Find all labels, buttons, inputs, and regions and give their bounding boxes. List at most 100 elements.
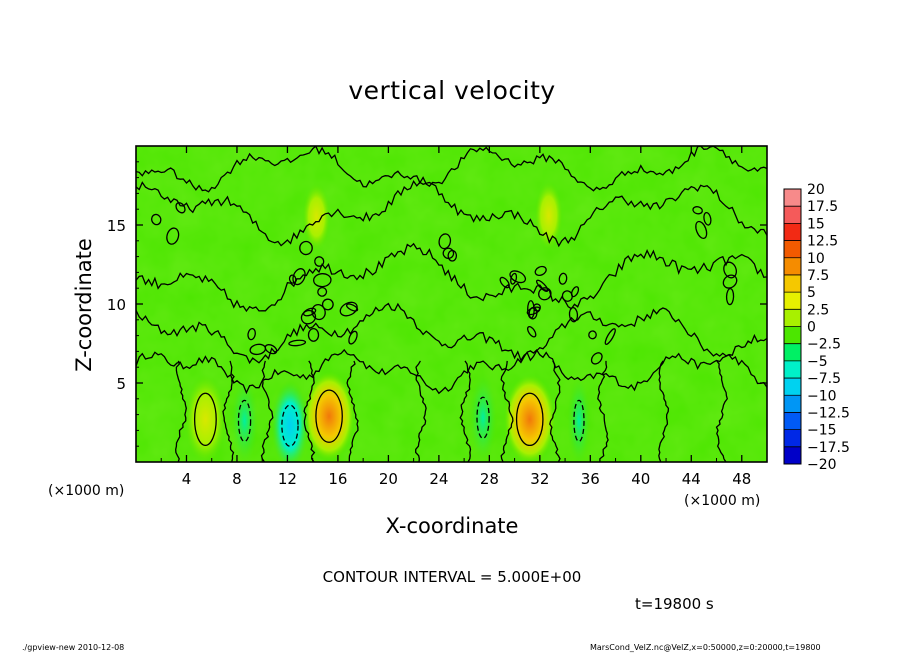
colorbar-swatch bbox=[784, 360, 801, 379]
colorbar-label: 2.5 bbox=[807, 302, 829, 318]
contour-line bbox=[313, 273, 332, 288]
contour-line bbox=[292, 268, 306, 286]
y-tick-label: 5 bbox=[116, 375, 126, 393]
contour-line bbox=[136, 242, 767, 313]
contour-line bbox=[136, 348, 767, 395]
contour-line bbox=[703, 211, 712, 226]
contour-line bbox=[515, 392, 544, 447]
x-tick-label: 4 bbox=[182, 470, 192, 488]
colorbar-swatch bbox=[784, 343, 801, 362]
contour-line bbox=[136, 179, 767, 248]
colorbar-label: 0 bbox=[807, 320, 816, 336]
colorbar-label: 20 bbox=[807, 182, 825, 198]
contour-line bbox=[535, 279, 549, 293]
contour-line bbox=[573, 399, 585, 443]
colorbar-label: 7.5 bbox=[807, 268, 829, 284]
contour-line bbox=[499, 276, 510, 289]
contour-line bbox=[695, 220, 708, 240]
contour-line bbox=[345, 303, 359, 312]
footer-right: MarsCond_VelZ.nc@VelZ,x=0:50000,z=0:2000… bbox=[590, 643, 821, 652]
contour-line bbox=[561, 290, 573, 302]
colorbar-swatch bbox=[784, 378, 801, 396]
colorbar-label: 5 bbox=[807, 285, 816, 301]
contour-line bbox=[321, 298, 334, 311]
velocity-cell bbox=[302, 370, 356, 462]
colorbar-label: −2.5 bbox=[807, 337, 841, 353]
contour-line bbox=[438, 233, 452, 250]
contour-line bbox=[288, 339, 307, 347]
contour-line bbox=[222, 360, 235, 462]
colorbar-swatch bbox=[784, 309, 801, 327]
contour-line bbox=[500, 360, 514, 462]
contour-line bbox=[300, 309, 317, 325]
x-tick-label: 8 bbox=[232, 470, 242, 488]
x-tick-label: 12 bbox=[278, 470, 297, 488]
contour-line bbox=[136, 302, 767, 365]
y-tick-label: 15 bbox=[107, 217, 126, 235]
colorbar-swatch bbox=[784, 189, 801, 207]
colorbar-swatch bbox=[784, 274, 801, 293]
contour-line bbox=[442, 247, 455, 260]
contour-line bbox=[166, 227, 180, 245]
contour-line bbox=[588, 330, 597, 340]
y-axis-label: Z-coordinate bbox=[72, 238, 96, 372]
colorbar-label: 12.5 bbox=[807, 234, 838, 250]
x-tick-label: 36 bbox=[581, 470, 600, 488]
colorbar-swatch bbox=[784, 429, 801, 448]
contour-line bbox=[260, 360, 274, 462]
contour-line bbox=[534, 265, 547, 276]
velocity-cell bbox=[534, 180, 564, 251]
colorbar-swatch bbox=[784, 206, 801, 224]
y-tick-label: 10 bbox=[107, 296, 126, 314]
colorbar-label: −5 bbox=[807, 354, 828, 370]
contour-line bbox=[136, 146, 767, 193]
x-tick-label: 20 bbox=[379, 470, 398, 488]
x-tick-label: 44 bbox=[682, 470, 701, 488]
colorbar-label: −10 bbox=[807, 388, 837, 404]
velocity-cell bbox=[503, 373, 557, 462]
colorbar-label: −17.5 bbox=[807, 440, 850, 456]
contour-line bbox=[302, 307, 317, 317]
contour-line bbox=[264, 344, 278, 355]
contour-line bbox=[288, 274, 297, 284]
contour-line bbox=[314, 256, 325, 267]
colorbar-label: −7.5 bbox=[807, 371, 841, 387]
contour-line bbox=[175, 360, 187, 462]
x-scale-note-left: (×1000 m) bbox=[48, 483, 125, 499]
velocity-cell bbox=[566, 375, 591, 462]
contour-line bbox=[549, 360, 561, 462]
contour-line bbox=[658, 360, 670, 462]
velocity-cell bbox=[302, 182, 331, 252]
x-axis-label: X-coordinate bbox=[385, 514, 519, 538]
contour-line bbox=[715, 360, 729, 462]
x-tick-label: 28 bbox=[480, 470, 499, 488]
velocity-cell bbox=[270, 379, 310, 462]
contour-line bbox=[247, 327, 256, 341]
colorbar-swatch bbox=[784, 240, 801, 259]
velocity-cell bbox=[230, 375, 259, 462]
contour-line bbox=[528, 306, 538, 320]
contour-line bbox=[459, 360, 472, 462]
x-tick-label: 40 bbox=[631, 470, 650, 488]
contour-line bbox=[526, 325, 537, 338]
contour-line bbox=[151, 213, 162, 226]
contour-line bbox=[725, 287, 735, 306]
contour-line bbox=[317, 286, 328, 297]
time-label: t=19800 s bbox=[635, 595, 714, 613]
contour-line bbox=[510, 272, 518, 285]
x-scale-note-right: (×1000 m) bbox=[684, 493, 761, 509]
contour-line bbox=[175, 202, 186, 214]
contour-line bbox=[597, 360, 609, 462]
chart-title: vertical velocity bbox=[348, 76, 556, 105]
footer-left: ./gpview-new 2010-12-08 bbox=[22, 643, 125, 652]
colorbar-swatch bbox=[784, 257, 801, 276]
contour-line bbox=[339, 301, 358, 317]
colorbar-label: 15 bbox=[807, 216, 825, 232]
contour-line bbox=[315, 389, 343, 443]
x-tick-label: 16 bbox=[328, 470, 347, 488]
x-tick-label: 48 bbox=[732, 470, 751, 488]
plot-field bbox=[136, 146, 767, 462]
contour-line bbox=[237, 399, 252, 443]
colorbar-swatch bbox=[784, 412, 801, 431]
